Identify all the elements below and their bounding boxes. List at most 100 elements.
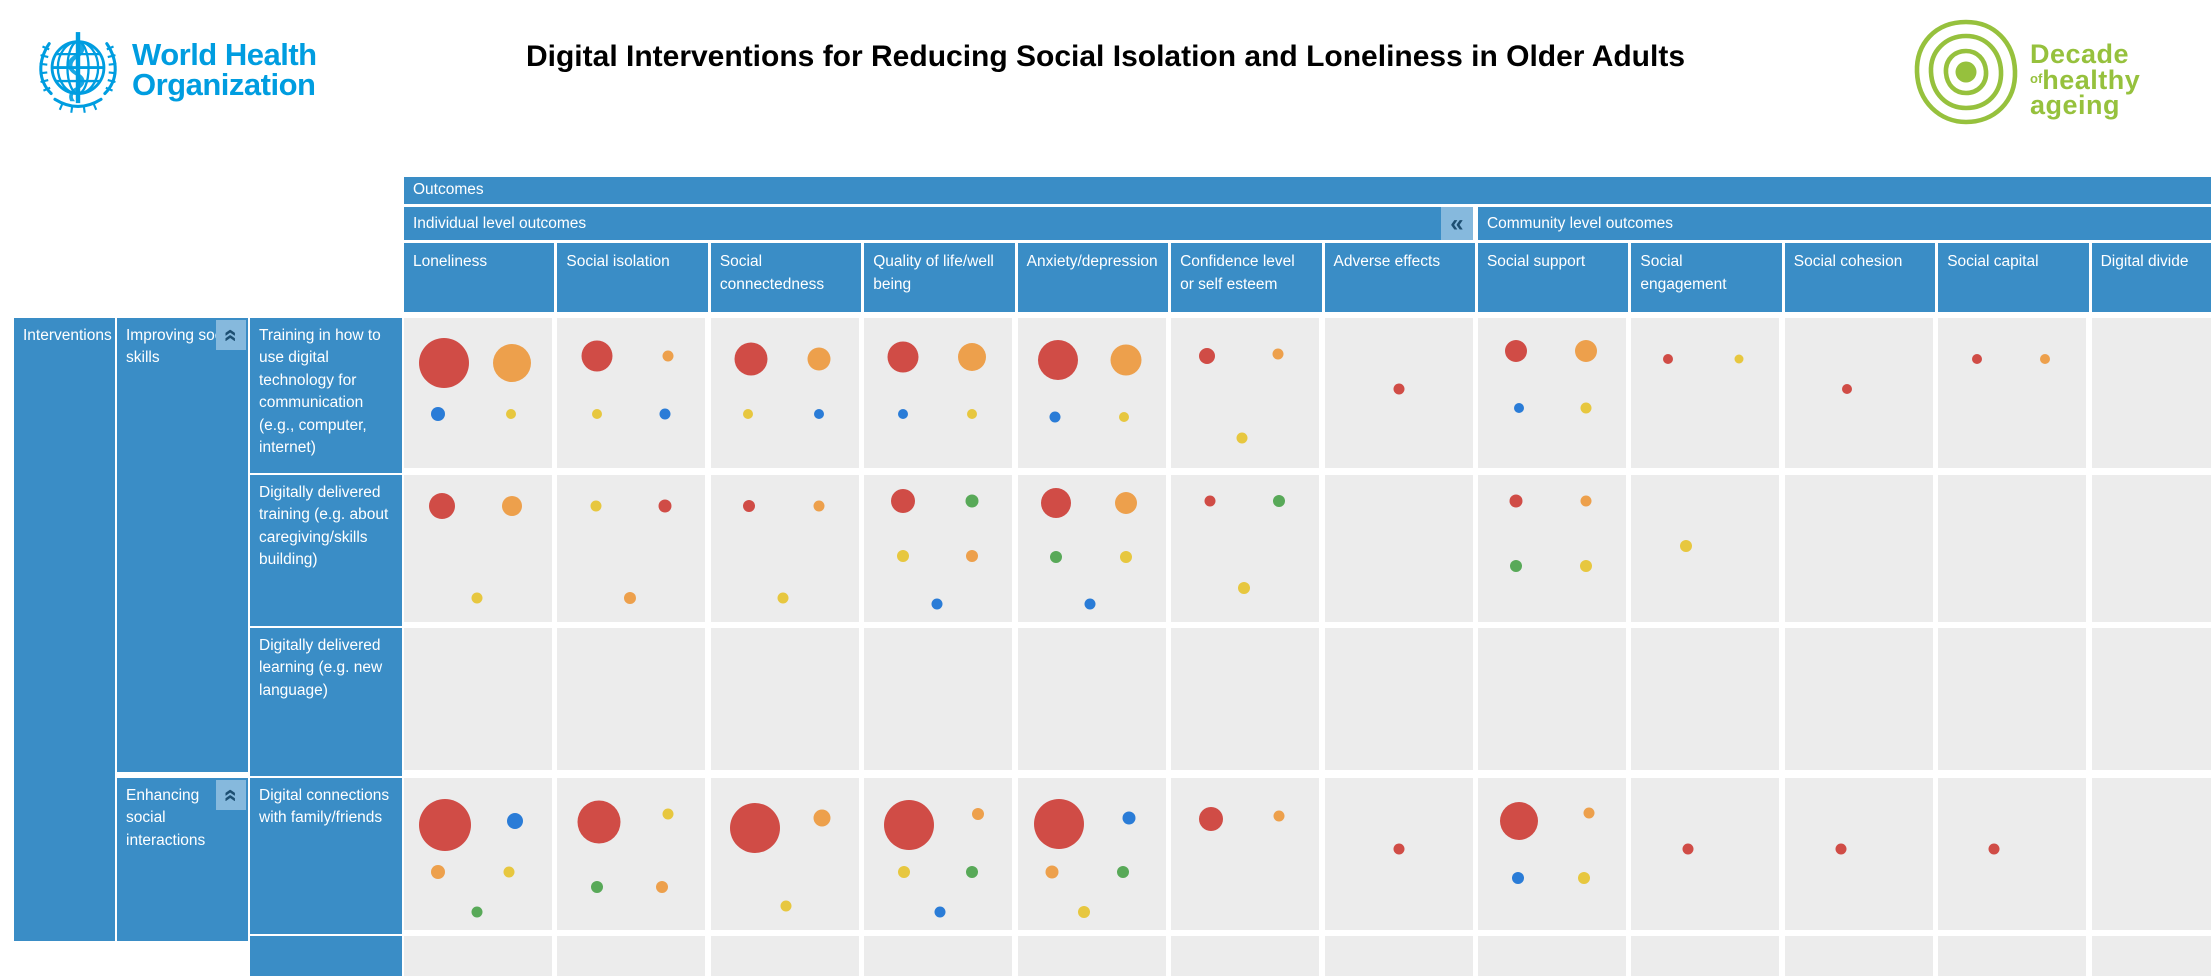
column-header-anxiety-depression[interactable]: Anxiety/depression (1017, 243, 1169, 312)
bubble-red[interactable] (890, 489, 915, 514)
bubble-red[interactable] (730, 803, 781, 854)
bubble-blue[interactable] (1514, 403, 1525, 413)
bubble-orange[interactable] (958, 343, 987, 371)
bubble-green[interactable] (1510, 560, 1523, 573)
bubble-red[interactable] (1988, 843, 2000, 855)
column-header-adverse-effects[interactable]: Adverse effects (1324, 243, 1475, 312)
bubble-red[interactable] (581, 340, 613, 371)
bubble-red[interactable] (1841, 383, 1852, 394)
column-header-loneliness[interactable]: Loneliness (404, 243, 555, 312)
bubble-blue[interactable] (813, 409, 824, 419)
bubble-blue[interactable] (1049, 411, 1061, 423)
bubble-red[interactable] (1509, 494, 1523, 508)
bubble-orange[interactable] (502, 495, 523, 516)
column-header-social-connectedness[interactable]: Social connectedness (710, 243, 862, 312)
bubble-yellow[interactable] (1734, 354, 1744, 363)
bubble-yellow[interactable] (1578, 872, 1591, 885)
bubble-red[interactable] (1682, 843, 1694, 855)
bubble-blue[interactable] (897, 409, 908, 419)
bubble-yellow[interactable] (742, 409, 753, 419)
bubble-red[interactable] (1500, 801, 1539, 840)
bubble-red[interactable] (658, 499, 672, 513)
bubble-blue[interactable] (931, 598, 943, 610)
bubble-yellow[interactable] (1236, 432, 1248, 444)
bubble-red[interactable] (743, 499, 756, 512)
bubble-red[interactable] (1198, 347, 1215, 364)
bubble-orange[interactable] (493, 344, 532, 382)
column-header-social-support[interactable]: Social support (1477, 243, 1629, 312)
bubble-red[interactable] (1393, 383, 1405, 394)
bubble-yellow[interactable] (662, 808, 674, 820)
bubble-orange[interactable] (2039, 353, 2050, 364)
bubble-red[interactable] (1034, 798, 1085, 849)
bubble-red[interactable] (419, 799, 472, 852)
column-header-social-capital[interactable]: Social capital (1938, 243, 2089, 312)
bubble-orange[interactable] (1574, 340, 1597, 362)
bubble-red[interactable] (1041, 487, 1072, 518)
bubble-red[interactable] (1393, 843, 1405, 855)
bubble-orange[interactable] (623, 592, 636, 605)
bubble-red[interactable] (1505, 340, 1528, 362)
collapse-section-icon[interactable]: « (1440, 207, 1473, 240)
bubble-yellow[interactable] (1580, 402, 1592, 414)
bubble-orange[interactable] (972, 808, 985, 821)
bubble-yellow[interactable] (503, 866, 515, 878)
bubble-green[interactable] (1116, 866, 1129, 879)
bubble-red[interactable] (577, 800, 621, 844)
bubble-orange[interactable] (1583, 807, 1595, 819)
bubble-yellow[interactable] (1119, 551, 1132, 564)
bubble-orange[interactable] (656, 881, 669, 894)
bubble-orange[interactable] (1114, 491, 1137, 514)
bubble-blue[interactable] (934, 906, 946, 918)
bubble-green[interactable] (1050, 551, 1063, 564)
bubble-blue[interactable] (659, 408, 671, 420)
bubble-green[interactable] (965, 494, 979, 508)
bubble-yellow[interactable] (777, 592, 789, 604)
column-header-social-engagement[interactable]: Social engagement (1631, 243, 1782, 312)
bubble-red[interactable] (883, 800, 934, 851)
column-header-confidence-level-or-self-esteem[interactable]: Confidence level or self esteem (1171, 243, 1322, 312)
bubble-orange[interactable] (662, 350, 674, 361)
bubble-yellow[interactable] (505, 409, 516, 419)
bubble-orange[interactable] (1045, 865, 1059, 879)
bubble-yellow[interactable] (590, 500, 602, 512)
bubble-yellow[interactable] (471, 592, 483, 604)
bubble-blue[interactable] (1084, 598, 1096, 610)
bubble-orange[interactable] (966, 549, 979, 562)
bubble-green[interactable] (471, 906, 483, 918)
bubble-red[interactable] (418, 338, 469, 388)
bubble-blue[interactable] (507, 812, 523, 829)
bubble-orange[interactable] (1110, 344, 1142, 376)
collapse-group-icon[interactable]: « (216, 780, 246, 810)
collapse-group-icon[interactable]: « (216, 320, 246, 350)
column-header-digital-divide[interactable]: Digital divide (2091, 243, 2211, 312)
bubble-red[interactable] (1971, 353, 1982, 364)
bubble-yellow[interactable] (967, 409, 978, 419)
bubble-orange[interactable] (813, 500, 825, 512)
bubble-red[interactable] (887, 341, 919, 373)
column-header-quality-of-life-well-being[interactable]: Quality of life/well being (864, 243, 1015, 312)
bubble-yellow[interactable] (780, 900, 792, 912)
bubble-red[interactable] (1663, 353, 1674, 364)
bubble-red[interactable] (1037, 340, 1078, 380)
bubble-green[interactable] (1273, 495, 1286, 508)
bubble-yellow[interactable] (1078, 905, 1091, 918)
bubble-blue[interactable] (1511, 872, 1524, 885)
bubble-yellow[interactable] (898, 866, 911, 879)
bubble-red[interactable] (1199, 807, 1224, 832)
bubble-yellow[interactable] (592, 409, 603, 419)
bubble-yellow[interactable] (1119, 412, 1130, 422)
bubble-orange[interactable] (1580, 495, 1592, 507)
bubble-blue[interactable] (431, 407, 446, 421)
bubble-blue[interactable] (1122, 811, 1136, 825)
bubble-red[interactable] (429, 492, 456, 519)
bubble-yellow[interactable] (1579, 560, 1592, 573)
bubble-red[interactable] (1835, 843, 1847, 855)
bubble-orange[interactable] (807, 347, 831, 370)
bubble-red[interactable] (1204, 495, 1216, 507)
bubble-yellow[interactable] (896, 549, 909, 562)
bubble-orange[interactable] (1273, 810, 1285, 822)
column-header-social-isolation[interactable]: Social isolation (557, 243, 708, 312)
bubble-orange[interactable] (1272, 348, 1284, 360)
bubble-green[interactable] (966, 866, 979, 879)
